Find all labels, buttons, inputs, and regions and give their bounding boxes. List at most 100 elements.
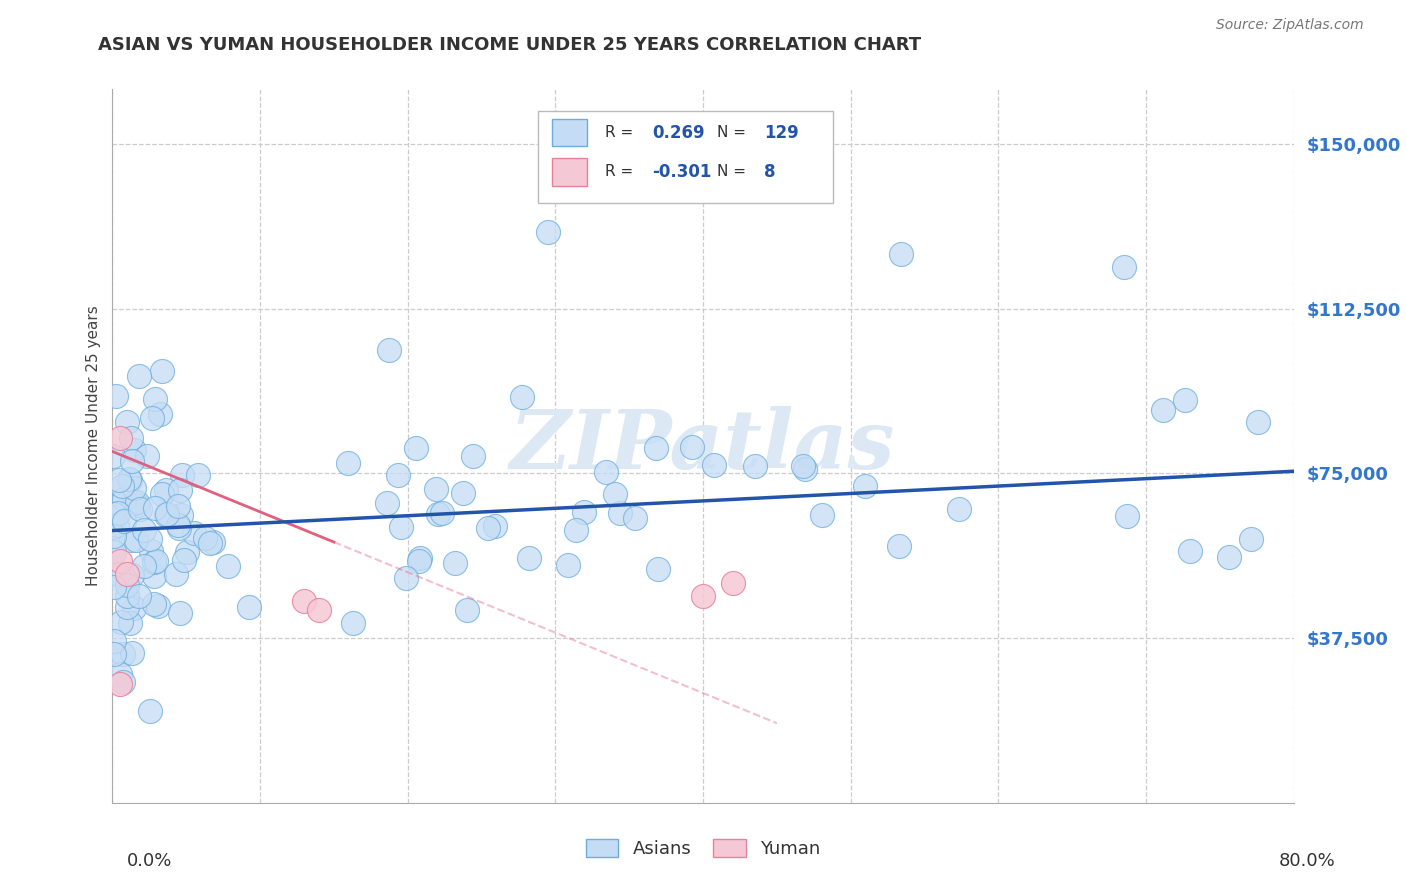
Point bbox=[145, 554, 167, 568]
Point bbox=[139, 543, 162, 558]
Point bbox=[595, 465, 617, 479]
Text: 0.269: 0.269 bbox=[652, 124, 704, 142]
Point bbox=[143, 501, 166, 516]
Point bbox=[375, 496, 398, 510]
Point bbox=[121, 567, 143, 582]
Point bbox=[156, 508, 179, 522]
Point bbox=[238, 600, 260, 615]
Point bbox=[510, 390, 533, 404]
Text: ZIPatlas: ZIPatlas bbox=[510, 406, 896, 486]
Point bbox=[112, 492, 135, 507]
Point bbox=[108, 431, 131, 445]
Point bbox=[948, 502, 970, 516]
Bar bbox=[551, 159, 588, 186]
Point bbox=[107, 566, 129, 581]
Point bbox=[389, 520, 412, 534]
Point bbox=[108, 554, 131, 568]
Point bbox=[125, 533, 148, 548]
Text: R =: R = bbox=[605, 164, 633, 179]
Point bbox=[647, 562, 669, 576]
Point bbox=[1218, 549, 1240, 564]
Point bbox=[115, 415, 138, 429]
Text: ASIAN VS YUMAN HOUSEHOLDER INCOME UNDER 25 YEARS CORRELATION CHART: ASIAN VS YUMAN HOUSEHOLDER INCOME UNDER … bbox=[98, 36, 921, 54]
Point bbox=[395, 571, 418, 585]
Point bbox=[112, 647, 135, 661]
Point bbox=[107, 506, 129, 520]
Point bbox=[103, 633, 125, 648]
Point bbox=[444, 557, 467, 571]
Legend: Asians, Yuman: Asians, Yuman bbox=[578, 831, 828, 865]
Point bbox=[173, 552, 195, 566]
Point bbox=[112, 514, 135, 528]
Point bbox=[342, 615, 364, 630]
Point bbox=[115, 600, 138, 615]
Point bbox=[187, 468, 209, 483]
Y-axis label: Householder Income Under 25 years: Householder Income Under 25 years bbox=[86, 306, 101, 586]
Point bbox=[557, 558, 579, 572]
Point bbox=[1174, 393, 1197, 408]
Point bbox=[103, 507, 125, 521]
Point bbox=[165, 566, 187, 581]
Point bbox=[176, 545, 198, 559]
Point bbox=[143, 569, 166, 583]
Point bbox=[408, 554, 430, 568]
Point bbox=[150, 364, 173, 378]
Point bbox=[890, 247, 912, 261]
Point bbox=[681, 440, 703, 454]
Point bbox=[378, 343, 401, 358]
Point bbox=[169, 607, 191, 621]
Point bbox=[609, 506, 631, 520]
Point bbox=[218, 559, 240, 574]
Point bbox=[703, 458, 725, 472]
Point bbox=[692, 590, 714, 604]
Point bbox=[134, 558, 156, 573]
Point bbox=[120, 533, 142, 547]
Point bbox=[484, 518, 506, 533]
Point bbox=[1178, 543, 1201, 558]
Point bbox=[194, 531, 217, 545]
Point bbox=[107, 473, 129, 487]
Point bbox=[143, 392, 166, 406]
Point bbox=[122, 496, 145, 510]
Point bbox=[111, 479, 134, 493]
Point bbox=[603, 487, 626, 501]
Point bbox=[517, 551, 540, 566]
Point bbox=[105, 518, 128, 533]
Point bbox=[142, 598, 165, 612]
Text: N =: N = bbox=[717, 164, 747, 179]
Point bbox=[117, 567, 138, 582]
Point bbox=[122, 481, 145, 495]
Point bbox=[103, 529, 125, 543]
Point bbox=[167, 517, 190, 532]
Point bbox=[103, 647, 125, 661]
Point bbox=[108, 677, 131, 691]
Point bbox=[138, 704, 160, 718]
Point bbox=[136, 449, 159, 463]
Point bbox=[792, 458, 814, 473]
Point bbox=[122, 443, 145, 458]
Point bbox=[477, 521, 499, 535]
Point bbox=[572, 505, 595, 519]
Point bbox=[645, 441, 668, 455]
Point bbox=[409, 551, 432, 566]
Point bbox=[461, 449, 484, 463]
Point bbox=[155, 483, 177, 497]
Point bbox=[111, 492, 134, 507]
Point bbox=[146, 599, 169, 614]
Point bbox=[793, 462, 815, 476]
Point bbox=[115, 589, 138, 603]
Point bbox=[308, 602, 330, 616]
Point bbox=[337, 456, 360, 470]
Text: -0.301: -0.301 bbox=[652, 163, 711, 181]
Point bbox=[167, 499, 190, 513]
Point bbox=[1247, 415, 1270, 429]
Point bbox=[201, 535, 224, 549]
Point bbox=[811, 508, 834, 522]
Text: 0.0%: 0.0% bbox=[127, 852, 172, 870]
Point bbox=[170, 467, 193, 482]
Point bbox=[139, 532, 162, 546]
Point bbox=[1112, 260, 1135, 274]
Point bbox=[387, 467, 409, 482]
Bar bbox=[551, 120, 588, 146]
Point bbox=[167, 521, 190, 535]
